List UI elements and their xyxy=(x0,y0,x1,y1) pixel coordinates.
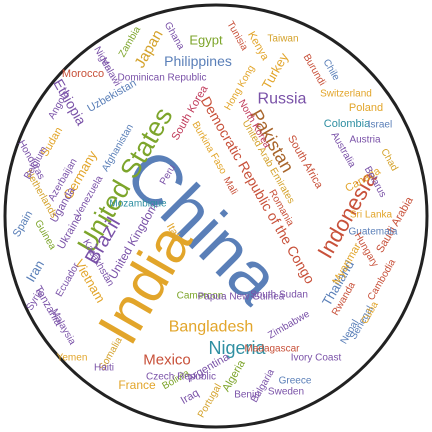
word-france: France xyxy=(118,378,156,392)
word-bangladesh: Bangladesh xyxy=(169,319,254,336)
word-papua-new-guinea: Papua New Guinea xyxy=(198,292,285,303)
word-guatemala: Guatemala xyxy=(349,227,398,238)
word-malaysia: Malaysia xyxy=(48,307,77,347)
word-philippines: Philippines xyxy=(164,53,232,69)
word-burundi: Burundi xyxy=(301,52,328,87)
word-mozambique: Mozambique xyxy=(109,199,167,210)
word-iran: Iran xyxy=(23,258,47,285)
word-yemen: Yemen xyxy=(57,353,88,364)
word-austria: Austria xyxy=(349,135,381,146)
word-switzerland: Switzerland xyxy=(320,89,372,100)
word-iraq: Iraq xyxy=(179,387,201,407)
word-guinea: Guinea xyxy=(32,218,58,252)
word-chad: Chad xyxy=(378,147,399,173)
word-cameroon: Cameroon xyxy=(177,291,224,302)
word-south-sudan: South Sudan xyxy=(250,290,308,301)
word-zimbabwe: Zimbabwe xyxy=(266,308,312,341)
word-madagascar: Madagascar xyxy=(244,344,300,355)
word-benin: Benin xyxy=(234,390,260,401)
word-dominican-republic: Dominican Republic xyxy=(118,73,207,84)
word-ecuador: Ecuador xyxy=(54,261,82,299)
word-russia: Russia xyxy=(258,91,307,108)
word-spain: Spain xyxy=(11,209,35,239)
word-mexico: Mexico xyxy=(143,352,191,369)
word-colombia: Colombia xyxy=(324,118,371,130)
word-greece: Greece xyxy=(279,376,312,387)
word-morocco: Morocco xyxy=(62,68,104,80)
cloud-border-circle xyxy=(3,3,429,429)
word-sweden: Sweden xyxy=(268,387,304,398)
word-portugal: Portugal xyxy=(196,382,224,420)
word-sri-lanka: Sri Lanka xyxy=(350,210,393,221)
word-taiwan: Taiwan xyxy=(267,34,298,45)
word-nigeria: Nigeria xyxy=(208,338,266,358)
word-egypt: Egypt xyxy=(189,33,223,48)
word-saudi-arabia: Saudi Arabia xyxy=(374,194,416,255)
word-ivory-coast: Ivory Coast xyxy=(291,353,342,364)
word-israel: Israel xyxy=(368,120,392,131)
word-czech-republic: Czech Republic xyxy=(146,372,216,383)
word-poland: Poland xyxy=(349,102,383,114)
word-haiti: Haiti xyxy=(94,363,114,374)
